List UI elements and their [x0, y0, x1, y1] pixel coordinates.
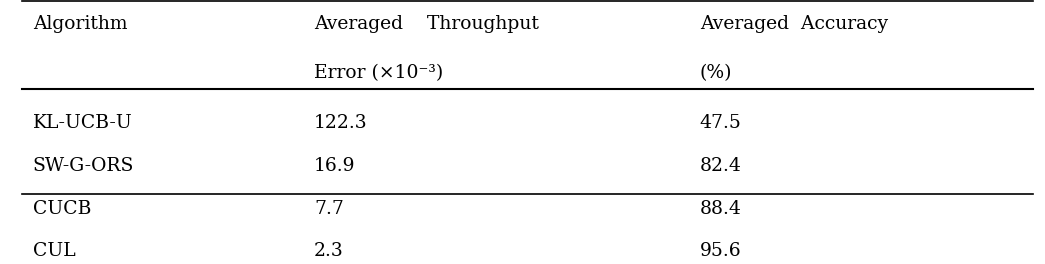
Text: Error (×10⁻³): Error (×10⁻³) [315, 64, 443, 82]
Text: (%): (%) [700, 64, 733, 82]
Text: KL-UCB-U: KL-UCB-U [32, 114, 133, 132]
Text: Averaged    Throughput: Averaged Throughput [315, 15, 539, 33]
Text: SW-G-ORS: SW-G-ORS [32, 157, 134, 175]
Text: 16.9: 16.9 [315, 157, 355, 175]
Text: 122.3: 122.3 [315, 114, 368, 132]
Text: 88.4: 88.4 [700, 200, 742, 218]
Text: CUL: CUL [32, 243, 75, 261]
Text: 2.3: 2.3 [315, 243, 344, 261]
Text: Averaged  Accuracy: Averaged Accuracy [700, 15, 888, 33]
Text: Algorithm: Algorithm [32, 15, 127, 33]
Text: 82.4: 82.4 [700, 157, 742, 175]
Text: 95.6: 95.6 [700, 243, 741, 261]
Text: 7.7: 7.7 [315, 200, 344, 218]
Text: 47.5: 47.5 [700, 114, 742, 132]
Text: CUCB: CUCB [32, 200, 91, 218]
